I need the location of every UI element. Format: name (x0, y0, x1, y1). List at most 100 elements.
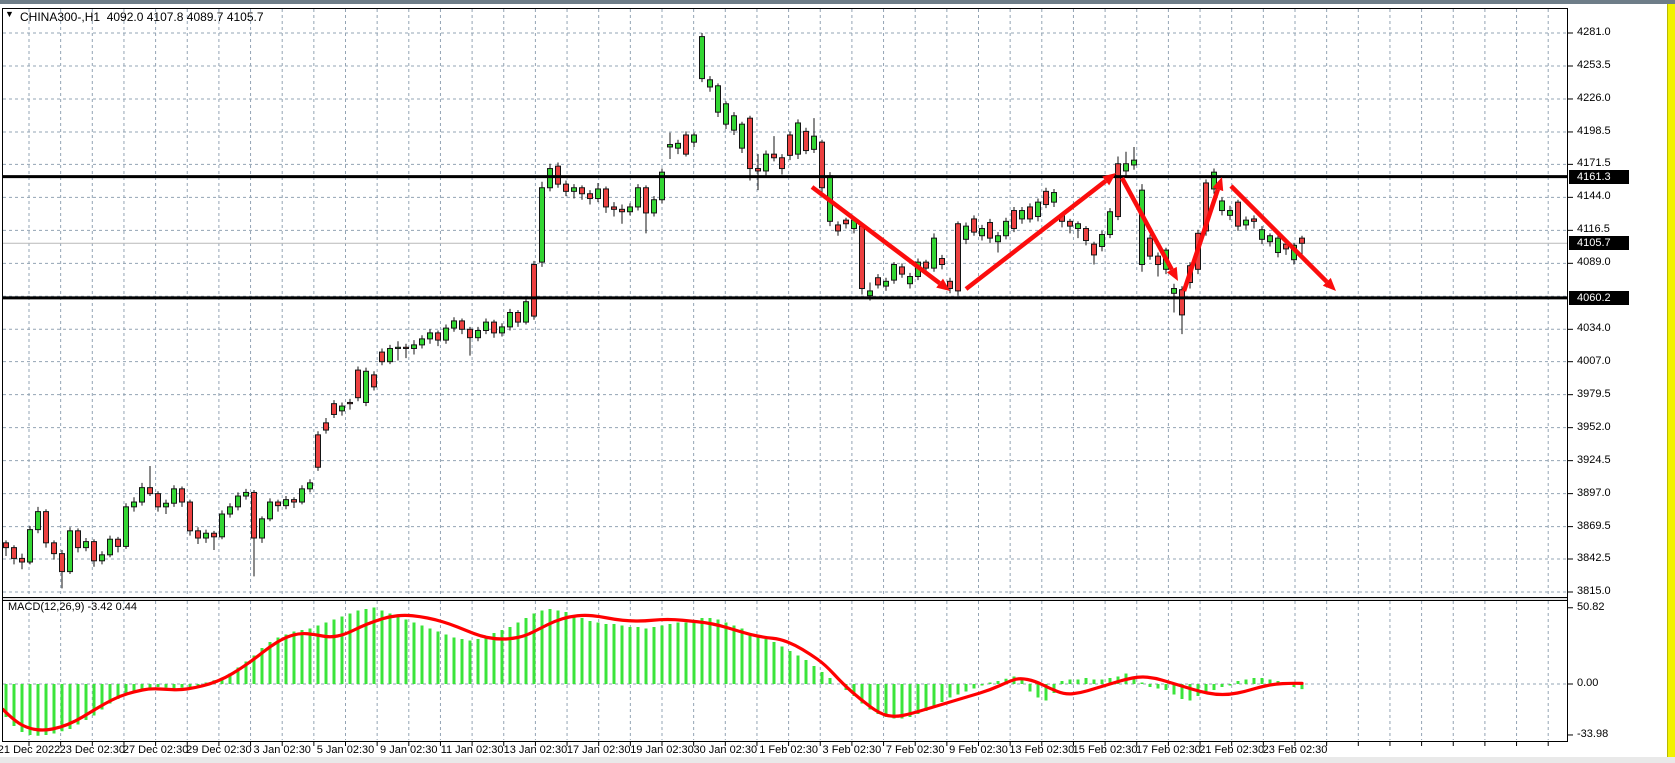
candle-body (883, 280, 889, 287)
candle-body (467, 328, 473, 339)
candle-body (667, 144, 673, 148)
candle-body (947, 280, 953, 290)
chart-title: CHINA300-,H1 4092.0 4107.8 4089.7 4105.7 (20, 10, 264, 24)
trend-arrows-layer[interactable] (810, 173, 1336, 292)
candle-body (1179, 289, 1185, 316)
date-axis-label: 27 Dec 02:30 (122, 744, 189, 756)
window-bottom-edge (0, 757, 1675, 763)
candle-body (811, 135, 817, 150)
price-axis-label: 3842.5 (1577, 552, 1611, 564)
candle-body (195, 530, 201, 539)
candle-body (411, 344, 417, 349)
window-edge-strip (1667, 4, 1675, 757)
candle-body (771, 153, 777, 159)
candle-body (27, 529, 33, 563)
panel-separator[interactable] (3, 598, 1567, 600)
candle-body (1043, 190, 1049, 206)
trend-arrow-head[interactable] (1322, 277, 1336, 291)
candle-body (1139, 189, 1145, 266)
candle-body (259, 518, 265, 539)
price-axis-label: 3979.5 (1577, 387, 1611, 400)
current-price-badge: 4105.7 (1569, 236, 1629, 251)
candle-body (123, 506, 129, 547)
candle-body (747, 117, 753, 170)
date-axis-label: 3 Feb 02:30 (822, 744, 882, 756)
candle-body (227, 506, 233, 515)
date-axis-label: 23 Dec 02:30 (59, 744, 126, 756)
price-axis-label: 4034.0 (1577, 322, 1611, 335)
candle-body (395, 346, 401, 349)
candle-body (803, 130, 809, 152)
line-price-badge: 4060.2 (1569, 290, 1629, 305)
candle-body (11, 547, 17, 559)
trend-arrow-head[interactable] (936, 278, 950, 291)
symbol-dropdown-caret-icon[interactable]: ▼ (5, 9, 14, 19)
candle-body (795, 122, 801, 155)
axis-ticks (28, 32, 1573, 746)
candle-body (1299, 237, 1305, 244)
candle-body (1115, 163, 1121, 218)
candle-body (931, 237, 937, 269)
price-axis-label: 3952.0 (1577, 420, 1611, 433)
candle-body (67, 530, 73, 573)
candle-body (955, 223, 961, 292)
price-axis-label: 3924.5 (1577, 453, 1611, 466)
candle-body (475, 329, 481, 339)
candle-body (499, 326, 505, 334)
candle-body (1099, 234, 1105, 248)
candle-body (323, 422, 329, 431)
macd-axis-label: -33.98 (1577, 727, 1609, 740)
candle-body (83, 541, 89, 549)
trend-arrow-line[interactable] (1120, 176, 1174, 271)
candle-body (203, 532, 209, 539)
price-axis-label: 3897.0 (1577, 486, 1611, 499)
price-axis-label: 3815.0 (1577, 585, 1611, 597)
trend-arrow-line[interactable] (1229, 184, 1329, 284)
candle-body (723, 103, 729, 125)
candle-body (1067, 220, 1073, 227)
candle-body (1219, 200, 1225, 212)
price-axis-label: 3869.5 (1577, 519, 1611, 532)
candle-body (595, 188, 601, 200)
candle-body (731, 115, 737, 131)
chart-frame (2, 8, 1568, 742)
candle-body (219, 513, 225, 538)
price-axis-label: 4116.5 (1577, 223, 1610, 236)
candle-body (1075, 223, 1081, 230)
candle-body (1131, 159, 1137, 166)
candle-body (523, 301, 529, 323)
trend-arrow-line[interactable] (964, 179, 1108, 291)
price-axis-label: 4253.5 (1577, 58, 1611, 71)
candle-body (779, 157, 785, 170)
date-axis-label: 17 Feb 02:30 (1135, 744, 1201, 756)
candle-body (1267, 235, 1273, 243)
candle-body (187, 501, 193, 532)
grid-lines (3, 9, 1567, 740)
candle-body (59, 553, 65, 573)
macd-axis-label: 0.00 (1577, 677, 1599, 689)
candle-body (451, 320, 457, 329)
date-axis-label: 11 Jan 02:30 (440, 744, 504, 756)
candle-body (1259, 229, 1265, 240)
candle-body (787, 134, 793, 156)
candle-body (763, 153, 769, 172)
trend-arrow-line[interactable] (810, 185, 941, 285)
candle-body (339, 405, 345, 412)
candle-body (147, 487, 153, 495)
candle-body (507, 312, 513, 328)
price-axis-label: 4171.5 (1577, 157, 1611, 170)
candle-body (755, 168, 761, 172)
candle-body (707, 79, 713, 88)
trend-arrow-line[interactable] (1181, 188, 1221, 292)
trend-arrow-head[interactable] (1102, 173, 1116, 186)
candle-body (659, 171, 665, 201)
candle-body (571, 187, 577, 192)
price-scale[interactable] (1568, 8, 1667, 741)
trend-arrow-head[interactable] (1166, 266, 1178, 281)
candle-body (251, 491, 257, 539)
date-axis-label: 9 Feb 02:30 (949, 744, 1008, 756)
date-axis-label: 9 Jan 02:30 (380, 744, 438, 756)
trend-arrow-head[interactable] (1212, 177, 1224, 192)
date-axis-label: 23 Feb 02:30 (1262, 744, 1328, 756)
